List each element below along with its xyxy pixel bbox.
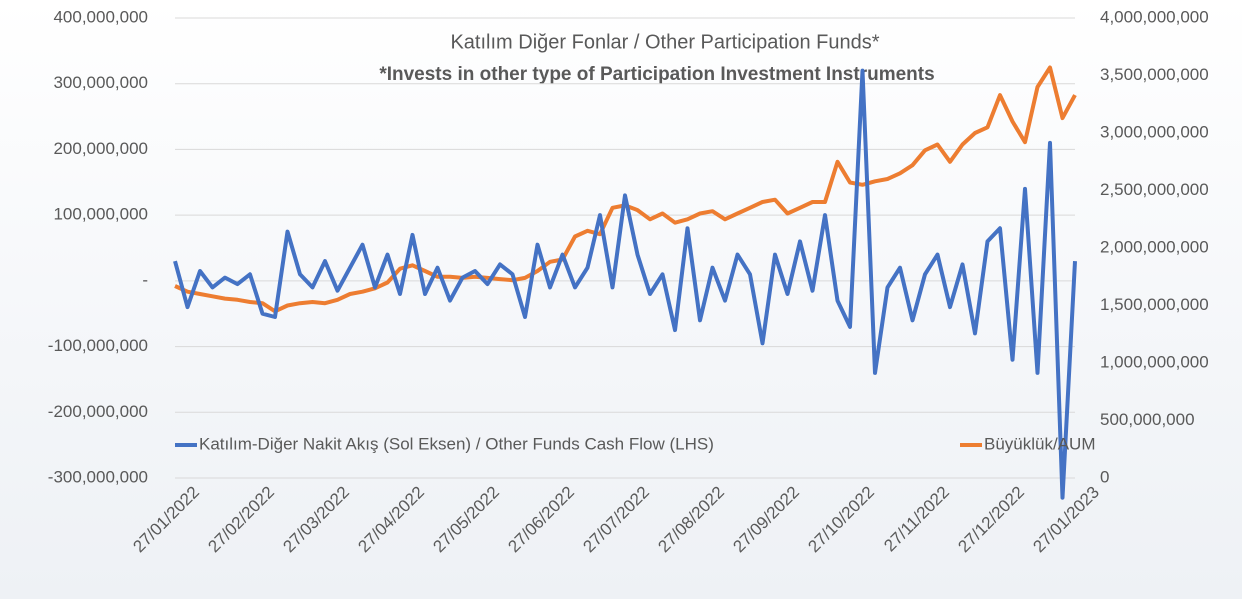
legend-label: Büyüklük/AUM: [984, 434, 1095, 453]
y-tick-label: -200,000,000: [48, 402, 148, 421]
y2-tick-label: 3,500,000,000: [1100, 65, 1209, 84]
series-line: [173, 68, 1077, 500]
x-tick-label: 27/12/2022: [954, 483, 1028, 557]
y-tick-label: 200,000,000: [53, 139, 148, 158]
y-tick-label: 400,000,000: [53, 7, 148, 26]
y2-tick-label: 1,000,000,000: [1100, 352, 1209, 371]
x-tick-label: 27/01/2022: [129, 483, 203, 557]
x-tick-label: 27/02/2022: [204, 483, 278, 557]
legend-label: Katılım-Diğer Nakit Akış (Sol Eksen) / O…: [199, 434, 714, 453]
y-tick-label: -100,000,000: [48, 336, 148, 355]
x-tick-label: 27/09/2022: [729, 483, 803, 557]
x-tick-label: 27/08/2022: [654, 483, 728, 557]
y2-tick-label: 2,000,000,000: [1100, 237, 1209, 256]
chart-title: Katılım Diğer Fonlar / Other Participati…: [450, 31, 879, 53]
y2-tick-label: 3,000,000,000: [1100, 122, 1209, 141]
x-tick-label: 27/11/2022: [880, 483, 953, 556]
x-tick-label: 27/07/2022: [579, 483, 653, 557]
y2-tick-label: 0: [1100, 467, 1109, 486]
y-tick-label: 100,000,000: [53, 205, 148, 224]
y2-tick-label: 4,000,000,000: [1100, 7, 1209, 26]
y2-tick-label: 1,500,000,000: [1100, 295, 1209, 314]
x-tick-label: 27/01/2023: [1029, 483, 1103, 557]
x-tick-label: 27/03/2022: [279, 483, 353, 557]
y-tick-label: 300,000,000: [53, 73, 148, 92]
y2-tick-label: 500,000,000: [1100, 410, 1195, 429]
y-tick-label: -: [142, 270, 148, 289]
x-tick-label: 27/10/2022: [804, 483, 878, 557]
y2-tick-label: 2,500,000,000: [1100, 180, 1209, 199]
series-line: [174, 65, 1077, 314]
x-tick-label: 27/04/2022: [354, 483, 428, 557]
y-tick-label: -300,000,000: [48, 467, 148, 486]
x-tick-label: 27/05/2022: [429, 483, 503, 557]
chart-subtitle: *Invests in other type of Participation …: [379, 64, 934, 85]
x-tick-label: 27/06/2022: [504, 483, 578, 557]
